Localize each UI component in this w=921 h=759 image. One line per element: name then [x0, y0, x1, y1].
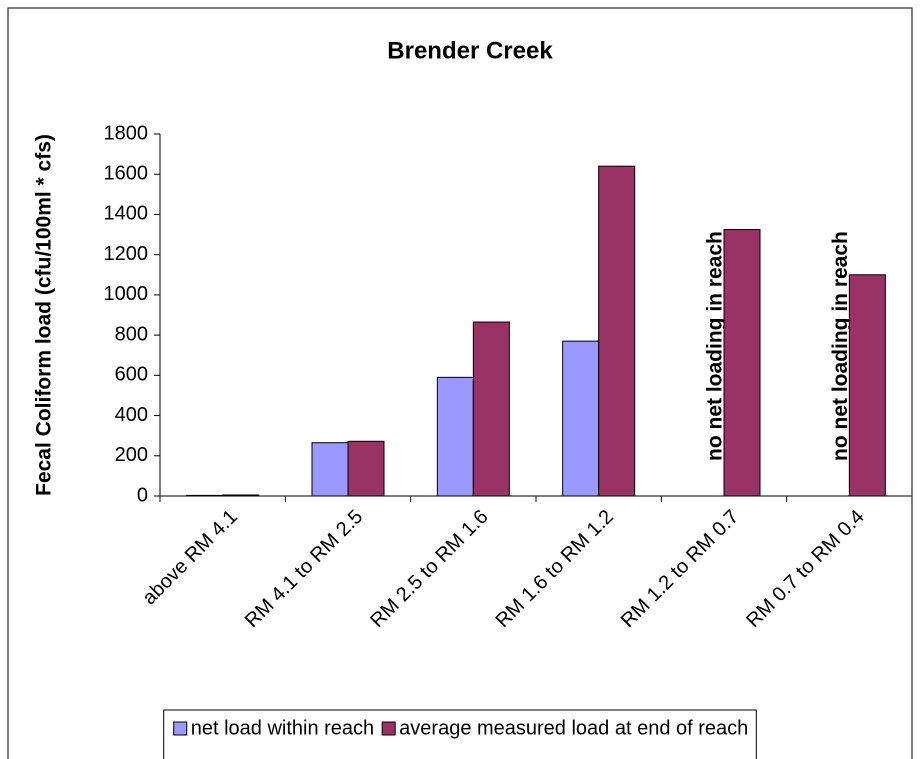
y-axis-label: Fecal Coliform load (cfu/100ml * cfs)	[33, 134, 56, 496]
annotation: no net loading in reach	[829, 231, 852, 461]
bar	[562, 340, 600, 497]
y-tick-label: 1600	[104, 163, 149, 185]
y-tick-label: 600	[115, 364, 148, 386]
y-tick-label: 1800	[104, 122, 149, 144]
chart-title: Brender Creek	[387, 37, 553, 64]
legend: net load within reach average measured lo…	[163, 709, 757, 759]
bar	[311, 442, 349, 497]
bar	[186, 494, 224, 497]
legend-box	[163, 709, 757, 759]
bar	[222, 494, 260, 497]
y-tick-label: 800	[115, 323, 148, 345]
bar	[723, 229, 761, 497]
bar	[848, 274, 886, 497]
y-tick-label: 1400	[104, 203, 149, 225]
bar	[472, 321, 510, 497]
y-tick-label: 1200	[104, 243, 149, 265]
y-tick-label: 1000	[104, 283, 149, 305]
legend-swatch	[173, 721, 188, 736]
legend-swatch	[381, 721, 396, 736]
bar	[436, 376, 474, 497]
y-tick-label: 200	[115, 444, 148, 466]
legend-label: net load within reach	[191, 717, 374, 739]
y-tick-label: 0	[137, 484, 148, 506]
bar	[598, 165, 636, 497]
legend-label: average measured load at end of reach	[399, 717, 748, 739]
y-tick-label: 400	[115, 404, 148, 426]
annotation: no net loading in reach	[704, 231, 727, 461]
bar	[347, 440, 385, 497]
